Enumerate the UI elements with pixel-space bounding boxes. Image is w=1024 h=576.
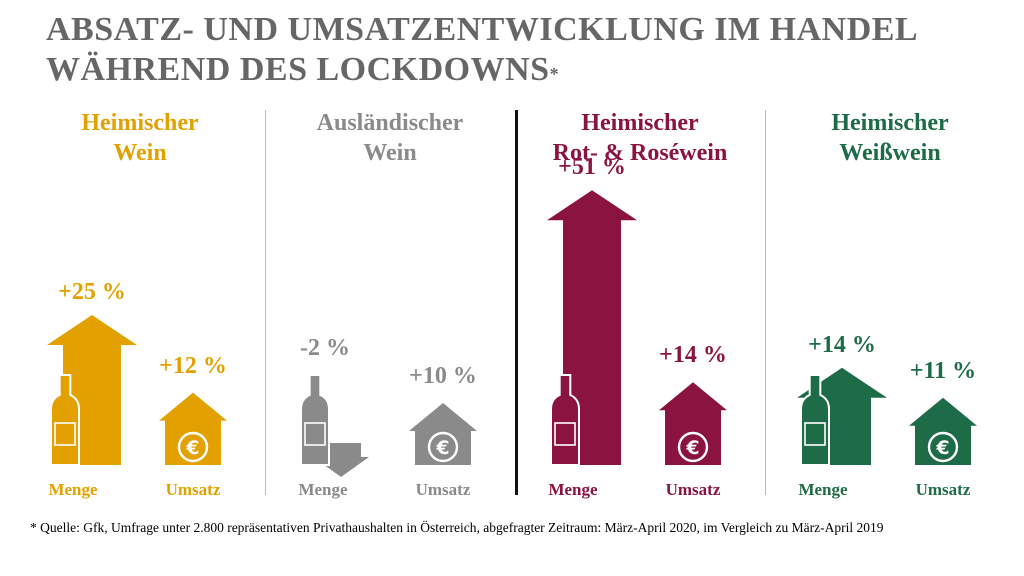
- data-label-umsatz: +10 %: [409, 363, 477, 389]
- title-line-1: ABSATZ- UND UMSATZENTWICKLUNG IM HANDEL: [46, 11, 919, 48]
- euro-coin-icon: [927, 431, 959, 463]
- euro-icon: €: [685, 437, 699, 459]
- panel-graphic: €: [300, 374, 477, 477]
- bottle-icon: [300, 374, 330, 466]
- bar-umsatz: [159, 392, 227, 465]
- data-label-umsatz: +12 %: [159, 352, 227, 379]
- euro-icon: €: [935, 437, 949, 459]
- divider-3: [765, 110, 766, 495]
- bar-umsatz: [909, 397, 977, 465]
- panel-title: Heimischer Rot- & Roséwein: [515, 108, 765, 168]
- panel-title: Heimischer Wein: [15, 108, 265, 168]
- panel-title-line-1: Heimischer: [831, 110, 949, 136]
- bottle-icon: [800, 374, 830, 466]
- category-label-umsatz: Umsatz: [415, 480, 471, 499]
- panel-graphic: €: [547, 190, 727, 466]
- panel-title-line-2: Weißwein: [839, 140, 941, 166]
- divider-1: [265, 110, 266, 495]
- category-label-umsatz: Umsatz: [165, 480, 221, 499]
- title-line-2: WÄHREND DES LOCKDOWNS*: [46, 50, 1006, 90]
- data-label-menge: -2 %: [300, 335, 350, 361]
- panel-title-line-2: Wein: [113, 140, 167, 166]
- title-asterisk: *: [549, 64, 560, 84]
- panel-title-line-1: Heimischer: [581, 110, 699, 136]
- data-label-menge: +14 %: [808, 331, 876, 358]
- title-line-2-text: WÄHREND DES LOCKDOWNS: [46, 51, 550, 88]
- footnote: * Quelle: Gfk, Umfrage unter 2.800 reprä…: [30, 520, 884, 535]
- panel-2: Ausländischer Wein € -2 % +10 % Menge Umsatz: [265, 100, 515, 520]
- category-label-umsatz: Umsatz: [915, 480, 971, 499]
- panel-graphic: €: [797, 367, 977, 466]
- panel-1: Heimischer Wein € +25 % +12 % Menge Umsatz: [15, 100, 265, 520]
- euro-coin-icon: [677, 431, 709, 463]
- bar-umsatz: [659, 382, 727, 465]
- category-label-menge: Menge: [48, 480, 98, 499]
- panel-title: Ausländischer Wein: [265, 108, 515, 168]
- panel-3: Heimischer Rot- & Roséwein € +51 % +14 % Meng…: [515, 100, 765, 520]
- page-title: ABSATZ- UND UMSATZENTWICKLUNG IM HANDEL …: [46, 10, 1006, 90]
- data-label-menge: +25 %: [58, 279, 126, 305]
- bottle-label-icon: [304, 422, 326, 446]
- divider-2: [515, 110, 518, 495]
- data-label-menge: +51 %: [558, 154, 626, 181]
- bottle-label-icon: [554, 422, 576, 446]
- panel-4: Heimischer Weißwein € +14 % +11 % Menge Umsatz: [765, 100, 1015, 520]
- euro-icon: €: [435, 437, 449, 459]
- panel-title-line-1: Ausländischer: [316, 110, 464, 136]
- euro-icon: €: [185, 437, 199, 459]
- data-label-umsatz: +14 %: [659, 342, 727, 369]
- category-label-umsatz: Umsatz: [665, 480, 721, 499]
- euro-coin-icon: [427, 431, 459, 463]
- panel-title-line-2: Wein: [363, 140, 417, 166]
- panel-title-line-2: Rot- & Roséwein: [552, 140, 728, 166]
- bottle-label-icon: [804, 422, 826, 446]
- panel-title-line-1: Heimischer: [81, 110, 199, 136]
- bottle-icon: [550, 374, 580, 466]
- bottle-icon: [50, 374, 80, 466]
- bottle-label-icon: [54, 422, 76, 446]
- category-label-menge: Menge: [298, 480, 348, 499]
- panel-graphic: €: [47, 315, 227, 466]
- panel-title: Heimischer Weißwein: [765, 108, 1015, 168]
- category-label-menge: Menge: [548, 480, 598, 499]
- euro-coin-icon: [177, 431, 209, 463]
- data-label-umsatz: +11 %: [909, 357, 977, 384]
- category-label-menge: Menge: [798, 480, 848, 499]
